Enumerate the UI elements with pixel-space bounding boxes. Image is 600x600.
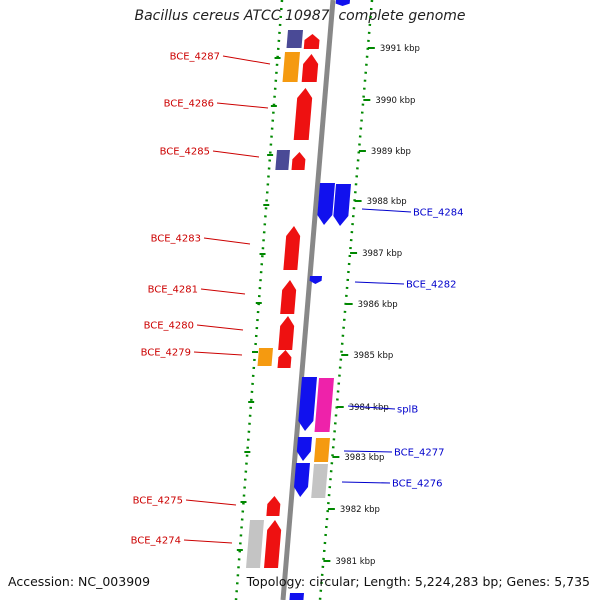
label-leader-line bbox=[200, 288, 246, 295]
gene-label-left: BCE_4283 bbox=[151, 234, 201, 245]
gene-arrow bbox=[275, 150, 290, 170]
gene-label-left: BCE_4279 bbox=[141, 348, 191, 359]
label-leader-line bbox=[343, 450, 393, 453]
gene-label-left: BCE_4280 bbox=[144, 321, 194, 332]
label-leader-line bbox=[212, 150, 260, 158]
gene-arrow bbox=[291, 152, 306, 170]
gene-arrow bbox=[286, 30, 303, 48]
gene-label-left: BCE_4285 bbox=[160, 147, 210, 158]
label-leader-line bbox=[361, 208, 412, 213]
label-leader-line bbox=[216, 102, 269, 109]
scale-tick-label: 3981 kbp bbox=[335, 557, 375, 567]
gene-arrow bbox=[294, 463, 310, 497]
genome-backbone bbox=[280, 0, 336, 600]
gene-arrow bbox=[303, 34, 320, 49]
topology-text: Topology: circular; Length: 5,224,283 bp… bbox=[246, 574, 590, 589]
gene-arrow bbox=[278, 316, 295, 350]
gene-label-left: BCE_4286 bbox=[164, 99, 214, 110]
scale-tick-label: 3988 kbp bbox=[367, 197, 407, 207]
gene-label-left: BCE_4274 bbox=[131, 536, 181, 547]
accession-text: Accession: NC_003909 bbox=[8, 574, 151, 589]
gene-arrow bbox=[266, 496, 281, 516]
gene-label-left: BCE_4287 bbox=[170, 52, 220, 63]
gene-arrow bbox=[314, 438, 330, 462]
gene-label-left: BCE_4275 bbox=[133, 496, 183, 507]
gene-track bbox=[246, 0, 351, 600]
label-leader-line bbox=[185, 499, 237, 506]
gene-arrow bbox=[264, 520, 282, 568]
gene-arrow bbox=[246, 520, 264, 568]
gene-labels: BCE_4287 BCE_4286 BCE_4285 BCE_4283 BCE_4281… bbox=[131, 52, 464, 547]
scale-tick-label: 3984 kbp bbox=[349, 403, 389, 413]
scale-tick-label: 3989 kbp bbox=[371, 147, 411, 157]
gene-arrow bbox=[289, 593, 304, 600]
gene-label-right: BCE_4277 bbox=[394, 448, 444, 459]
scale-tick-label: 3982 kbp bbox=[340, 505, 380, 515]
gene-arrow bbox=[314, 378, 334, 432]
label-leader-line bbox=[222, 55, 271, 65]
gene-arrow bbox=[277, 350, 292, 368]
scale-tick-label: 3990 kbp bbox=[375, 96, 415, 106]
gene-arrow bbox=[335, 0, 350, 6]
gene-arrow bbox=[317, 183, 335, 225]
gene-label-right: BCE_4282 bbox=[406, 280, 456, 291]
gene-arrow bbox=[282, 52, 300, 82]
gene-arrow bbox=[298, 377, 317, 431]
gene-arrow bbox=[311, 464, 328, 498]
gene-arrow bbox=[309, 276, 322, 284]
gene-arrow bbox=[283, 226, 301, 270]
scale-tick-label: 3987 kbp bbox=[362, 249, 402, 259]
scale-tick-label: 3983 kbp bbox=[344, 453, 384, 463]
gene-arrow bbox=[333, 184, 351, 226]
label-leader-line bbox=[196, 324, 244, 331]
label-leader-line bbox=[354, 281, 405, 285]
scale-tick-label: 3991 kbp bbox=[380, 44, 420, 54]
label-leader-line bbox=[183, 539, 233, 544]
scale-track: 3991 kbp 3990 kbp 3989 kbp 3988 kbp 3987 kbp… bbox=[234, 0, 420, 600]
label-leader-line bbox=[341, 481, 391, 484]
map-title: Bacillus cereus ATCC 10987, complete gen… bbox=[134, 8, 466, 24]
label-leader-line bbox=[193, 351, 243, 356]
gene-label-right: BCE_4276 bbox=[392, 479, 442, 490]
gene-arrow bbox=[296, 437, 312, 461]
gene-arrow bbox=[257, 348, 273, 366]
scale-tick-label: 3985 kbp bbox=[353, 351, 393, 361]
gene-label-left: BCE_4281 bbox=[148, 285, 198, 296]
scale-tick-label: 3986 kbp bbox=[358, 300, 398, 310]
gene-label-right: BCE_4284 bbox=[413, 208, 463, 219]
gene-arrow bbox=[293, 88, 313, 140]
gene-arrow bbox=[301, 54, 319, 82]
label-leader-line bbox=[203, 237, 251, 245]
gene-arrow bbox=[280, 280, 297, 314]
gene-label-right: splB bbox=[397, 405, 418, 416]
label-leader-line bbox=[347, 405, 396, 410]
